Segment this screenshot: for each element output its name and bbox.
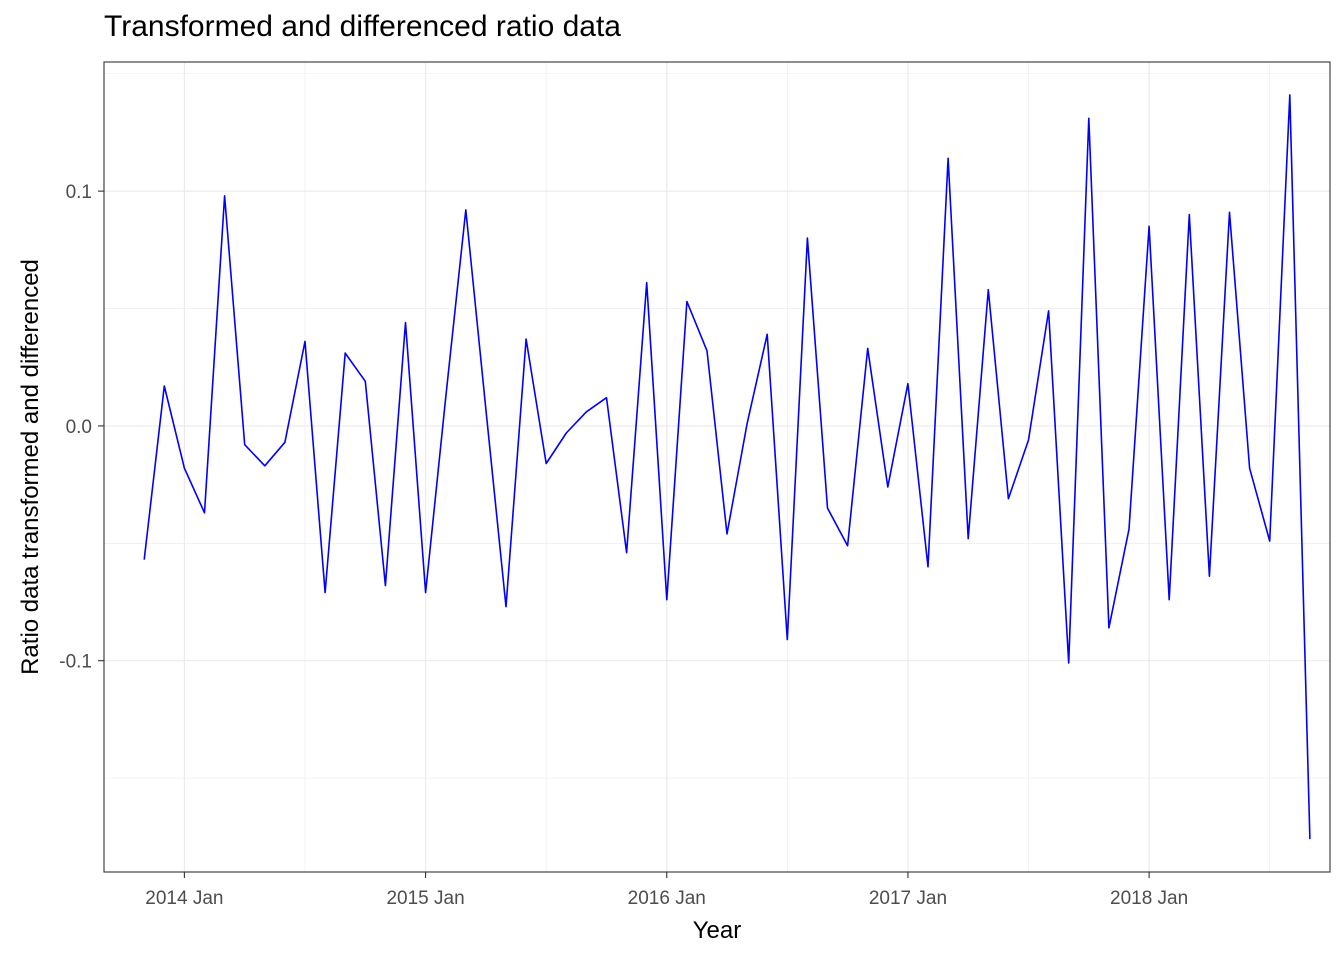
y-tick-label: -0.1 (59, 652, 92, 673)
series-layer (143, 94, 1311, 840)
series-line (143, 94, 1311, 840)
x-axis-title: Year (693, 917, 742, 944)
y-tick-label: 0.1 (66, 182, 92, 203)
y-axis: 0.1 0.0 -0.1 (59, 182, 104, 673)
y-tick-label: 0.0 (66, 417, 92, 438)
major-gridlines (104, 62, 1330, 872)
x-tick-label: 2016 Jan (628, 888, 706, 909)
chart-title: Transformed and differenced ratio data (104, 10, 621, 43)
y-axis-title: Ratio data transformed and differenced (17, 259, 44, 675)
panel-border (103, 61, 1331, 873)
x-tick-label: 2014 Jan (145, 888, 223, 909)
x-axis: 2014 Jan 2015 Jan 2016 Jan 2017 Jan 2018 Jan (145, 872, 1188, 909)
x-tick-label: 2018 Jan (1110, 888, 1188, 909)
x-tick-label: 2017 Jan (869, 888, 947, 909)
minor-gridlines (104, 62, 1330, 872)
x-tick-label: 2015 Jan (386, 888, 464, 909)
